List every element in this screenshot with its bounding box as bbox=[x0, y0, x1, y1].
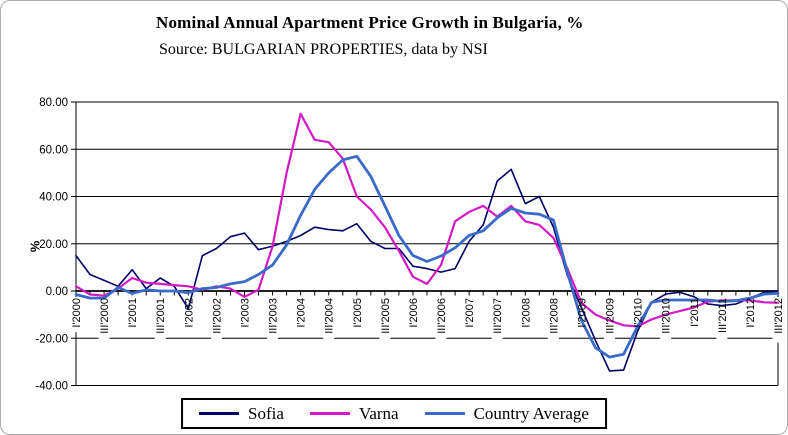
legend-line-sofia bbox=[199, 412, 240, 415]
x-tick-label: I'2007 bbox=[464, 298, 476, 328]
x-tick-label: I'2000 bbox=[71, 298, 83, 328]
x-tick-label: I'2004 bbox=[296, 298, 308, 328]
x-tick-label-bg bbox=[772, 297, 784, 343]
x-tick-label-bg bbox=[688, 297, 700, 333]
x-tick-label: I'2012 bbox=[745, 298, 757, 328]
x-tick-label-bg bbox=[716, 297, 728, 343]
x-tick-label: III'2000 bbox=[99, 298, 111, 334]
x-tick-label: III'2011 bbox=[717, 298, 729, 333]
y-tick-label: 60.00 bbox=[39, 144, 68, 156]
series-line-country-average bbox=[74, 154, 780, 359]
x-tick-label-bg bbox=[660, 297, 672, 343]
x-tick-label: I'2011 bbox=[689, 298, 701, 327]
x-tick-label: I'2002 bbox=[183, 298, 195, 328]
legend-line-country-average bbox=[424, 411, 465, 416]
x-tick-label: III'2001 bbox=[155, 298, 167, 334]
x-tick-label: I'2003 bbox=[239, 298, 251, 328]
y-axis-title: % bbox=[27, 240, 43, 253]
legend: Sofia Varna Country Average bbox=[181, 398, 607, 429]
x-tick-label: III'2007 bbox=[492, 298, 504, 334]
x-tick-label-bg bbox=[744, 297, 756, 333]
x-tick-label: I'2001 bbox=[127, 298, 139, 328]
legend-item-varna: Varna bbox=[309, 404, 399, 423]
x-tick-label-bg bbox=[435, 297, 447, 343]
legend-label-sofia: Sofia bbox=[248, 404, 284, 423]
x-tick-label: III'2012 bbox=[773, 298, 785, 334]
x-tick-label: III'2009 bbox=[605, 298, 617, 334]
y-tick-label: 40.00 bbox=[39, 192, 68, 204]
y-tick-label: 0.00 bbox=[46, 286, 68, 298]
y-tick-label: 20.00 bbox=[39, 239, 68, 251]
x-tick-label-bg bbox=[154, 297, 166, 343]
x-tick-label-bg bbox=[407, 297, 419, 333]
series-line-varna bbox=[74, 112, 780, 328]
x-tick-label-bg bbox=[238, 297, 250, 333]
x-tick-label-bg bbox=[126, 297, 138, 333]
x-tick-label-bg bbox=[379, 297, 391, 343]
x-tick-label-bg bbox=[267, 297, 279, 343]
x-tick-label: III'2003 bbox=[268, 298, 280, 334]
x-tick-label-bg bbox=[182, 297, 194, 333]
x-tick-label-bg bbox=[519, 297, 531, 333]
x-tick-label-bg bbox=[632, 297, 644, 333]
x-tick-label-bg bbox=[323, 297, 335, 343]
legend-label-varna: Varna bbox=[358, 404, 399, 423]
x-tick-label: I'2010 bbox=[633, 298, 645, 328]
x-tick-label-bg bbox=[463, 297, 475, 333]
x-tick-label: III'2004 bbox=[324, 298, 336, 334]
x-tick-label: III'2005 bbox=[380, 298, 392, 334]
series-line-sofia bbox=[75, 168, 779, 372]
x-tick-label: I'2005 bbox=[352, 298, 364, 328]
y-tick-label: -20.00 bbox=[35, 333, 68, 345]
legend-item-country-average: Country Average bbox=[424, 404, 589, 423]
legend-item-sofia: Sofia bbox=[199, 405, 284, 422]
x-tick-label: I'2006 bbox=[408, 298, 420, 328]
x-tick-label-bg bbox=[98, 297, 110, 343]
chart-title: Nominal Annual Apartment Price Growth in… bbox=[156, 13, 584, 32]
legend-line-varna bbox=[309, 411, 350, 416]
x-tick-label: III'2010 bbox=[661, 298, 673, 334]
chart-subtitle: Source: BULGARIAN PROPERTIES, data by NS… bbox=[159, 41, 488, 58]
title-block: Nominal Annual Apartment Price Growth in… bbox=[156, 13, 584, 59]
x-tick-label-bg bbox=[210, 297, 222, 343]
x-tick-label: III'2008 bbox=[548, 298, 560, 334]
x-tick-label: III'2006 bbox=[436, 298, 448, 334]
x-tick-label: I'2008 bbox=[520, 298, 532, 328]
y-tick-label: 80.00 bbox=[39, 97, 68, 109]
x-tick-label: I'2009 bbox=[576, 298, 588, 328]
x-tick-label-bg bbox=[491, 297, 503, 343]
x-tick-label-bg bbox=[547, 297, 559, 343]
y-tick-label: -40.00 bbox=[35, 381, 68, 393]
x-tick-label-bg bbox=[575, 297, 587, 333]
x-tick-label-bg bbox=[351, 297, 363, 333]
legend-label-country-average: Country Average bbox=[473, 404, 589, 423]
x-tick-label-bg bbox=[70, 297, 82, 333]
x-tick-label: III'2002 bbox=[211, 298, 223, 334]
x-tick-label-bg bbox=[295, 297, 307, 333]
